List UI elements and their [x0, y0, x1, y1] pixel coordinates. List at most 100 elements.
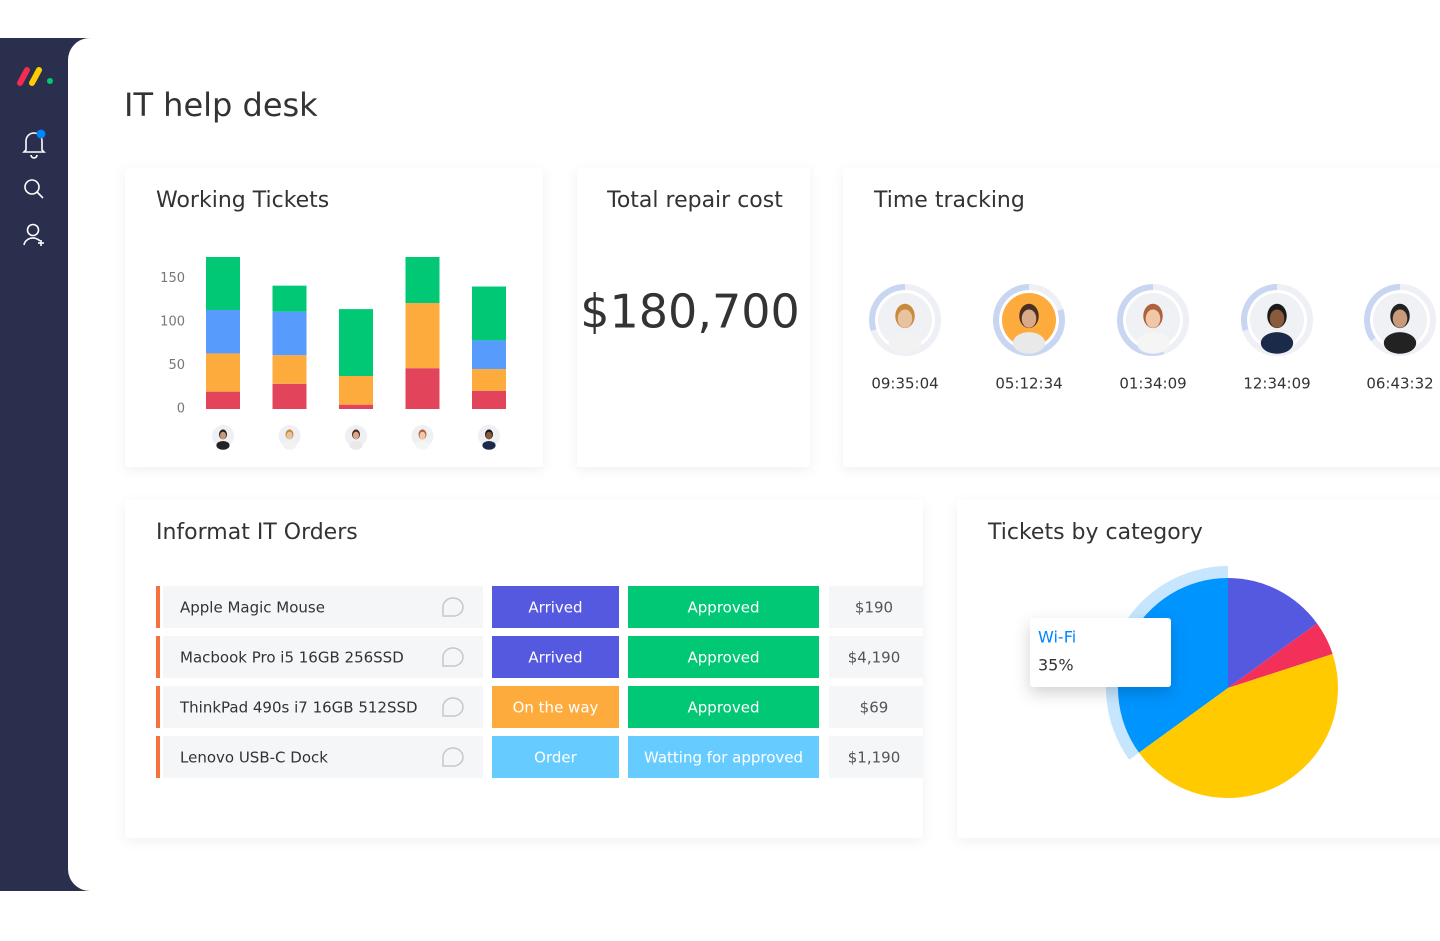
progress-ring: [869, 284, 906, 332]
time-value: 12:34:09: [1243, 375, 1310, 393]
bar-segment: [272, 383, 307, 409]
approval-cell: [628, 586, 819, 628]
row-marker: [156, 586, 160, 628]
avatar-shirt: [1260, 332, 1294, 354]
approval-label: Approved: [688, 649, 760, 667]
bar-segment: [272, 285, 307, 312]
bar-segment: [405, 303, 440, 369]
avatar-face: [1392, 309, 1408, 328]
time-value: 01:34:09: [1119, 375, 1186, 393]
bar-segment: [272, 355, 307, 384]
status-cell: [492, 636, 619, 678]
card-title: Time tracking: [873, 188, 1025, 213]
avatar: [411, 425, 434, 450]
comment-icon[interactable]: [442, 647, 464, 667]
notifications-icon[interactable]: [22, 129, 46, 159]
row-marker: [156, 636, 160, 678]
status-cell: [492, 586, 619, 628]
avatar-shirt: [282, 440, 297, 450]
price-cell: [829, 686, 923, 728]
tooltip-label: Wi-Fi: [1038, 628, 1076, 647]
avatar-face: [1269, 309, 1285, 328]
avatar-shirt: [888, 332, 922, 354]
comment-bubble: [442, 647, 464, 667]
avatar: [878, 293, 932, 354]
comment-icon[interactable]: [442, 697, 464, 717]
avatar: [278, 425, 301, 450]
price: $69: [860, 699, 889, 717]
avatar-face: [486, 431, 492, 440]
y-tick-label: 100: [160, 315, 185, 330]
bar-segment: [339, 404, 373, 409]
avatar: [345, 425, 367, 450]
avatar-face: [897, 309, 913, 328]
bar-segment: [206, 309, 240, 354]
row-marker: [156, 686, 160, 728]
avatar-shirt: [1136, 332, 1170, 354]
avatar: [1250, 293, 1304, 354]
avatar: [478, 425, 500, 450]
bar-segment: [405, 257, 440, 304]
approval-label: Watting for approved: [644, 749, 803, 767]
bar-segment: [472, 390, 506, 409]
status-label: On the way: [513, 699, 599, 717]
item-cell: [163, 686, 483, 728]
item-cell: [163, 636, 483, 678]
comment-icon[interactable]: [442, 597, 464, 617]
progress-ring: [1241, 284, 1278, 332]
avatar-shirt: [482, 440, 496, 450]
y-tick-label: 0: [177, 402, 185, 417]
status-cell: [492, 736, 619, 778]
time-value: 09:35:04: [871, 375, 938, 393]
tooltip-value: 35%: [1038, 656, 1074, 675]
tooltip: [1030, 618, 1171, 687]
progress-ring: [1364, 284, 1401, 342]
search-icon[interactable]: [24, 179, 44, 199]
avatar-face: [1021, 309, 1037, 328]
avatar-face: [353, 431, 359, 440]
status-label: Order: [534, 749, 577, 767]
avatar-shirt: [415, 440, 430, 450]
avatar-face: [286, 431, 293, 440]
avatar: [1126, 293, 1180, 354]
invite-icon[interactable]: [23, 223, 44, 247]
avatar-shirt: [1012, 332, 1046, 354]
avatar: [212, 425, 234, 450]
avatar: [1373, 293, 1427, 354]
comment-icon[interactable]: [442, 747, 464, 767]
logo[interactable]: [17, 67, 53, 86]
row-marker: [156, 736, 160, 778]
bar-segment: [206, 391, 240, 409]
card-title: Tickets by category: [987, 520, 1203, 545]
avatar-face: [419, 431, 426, 440]
comment-bubble: [442, 697, 464, 717]
bar-segment: [272, 311, 307, 356]
avatar-face: [1145, 309, 1161, 328]
card-title: Informat IT Orders: [156, 520, 358, 545]
price-cell: [829, 636, 923, 678]
time-value: 05:12:34: [995, 375, 1062, 393]
y-tick-label: 50: [168, 358, 185, 373]
item-name: ThinkPad 490s i7 16GB 512SSD: [179, 699, 418, 717]
bar-segment: [339, 309, 373, 376]
page-title: IT help desk: [124, 86, 318, 124]
item-cell: [163, 736, 483, 778]
avatar: [1002, 293, 1056, 354]
bar-segment: [472, 369, 506, 391]
avatar-shirt: [349, 440, 363, 450]
pie-slice: [1139, 654, 1338, 798]
bar-segment: [206, 257, 240, 310]
bar-segment: [472, 286, 506, 341]
approval-cell: [628, 686, 819, 728]
approval-cell: [628, 736, 819, 778]
price-cell: [829, 586, 923, 628]
status-label: Arrived: [528, 599, 582, 617]
price-cell: [829, 736, 923, 778]
y-tick-label: 150: [160, 271, 185, 286]
card-title: Total repair cost: [606, 188, 783, 213]
bar-segment: [405, 368, 440, 409]
approval-label: Approved: [688, 699, 760, 717]
item-name: Macbook Pro i5 16GB 256SSD: [180, 649, 404, 667]
bar-segment: [206, 353, 240, 392]
